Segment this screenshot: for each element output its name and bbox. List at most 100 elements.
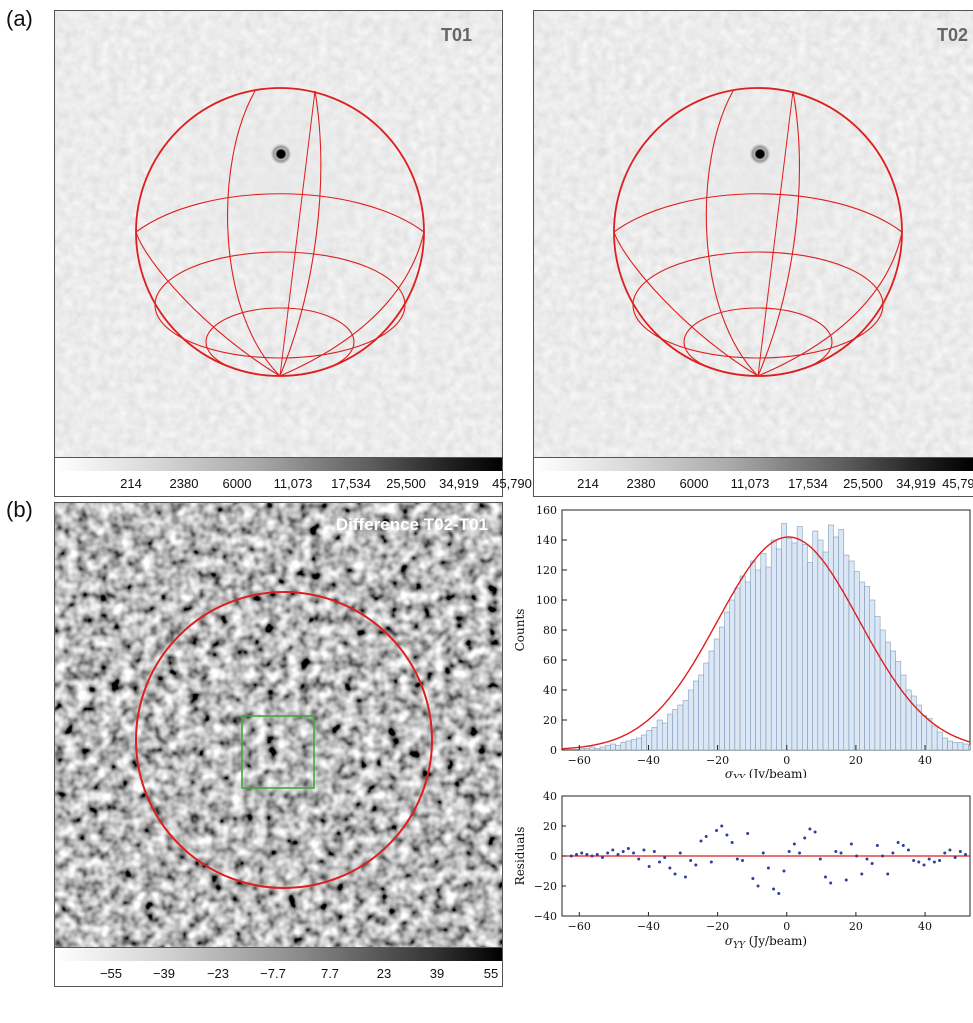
colorbar-t01-ticks: 214 2380 6000 11,073 17,534 25,500 34,91… (55, 473, 532, 495)
histogram-bar (765, 566, 772, 751)
residual-point (798, 851, 802, 855)
residual-point (756, 884, 760, 888)
residuals-y-tick-label: 40 (543, 790, 557, 803)
residual-point (834, 850, 838, 853)
histogram-bar (890, 650, 896, 751)
colorbar-t02-ticks: 214 2380 6000 11,073 17,534 25,500 34,91… (534, 473, 973, 495)
histogram-bar (931, 725, 938, 751)
residual-point (699, 839, 703, 843)
map-difference-image (55, 503, 502, 948)
histogram-y-tick-label: 20 (543, 714, 557, 727)
residual-point (881, 854, 885, 858)
map-t02-title: T02 (936, 25, 968, 45)
histogram-y-tick-label: 160 (536, 504, 557, 517)
residual-point (751, 877, 755, 880)
histogram-bar (734, 587, 741, 751)
histogram-bar (729, 599, 736, 751)
histogram-bar (838, 529, 845, 751)
histogram-bar (693, 680, 699, 751)
histogram-y-tick-label: 120 (536, 564, 557, 577)
histogram-bar (770, 539, 777, 751)
residual-point (595, 853, 599, 856)
residual-point (932, 860, 936, 864)
colorbar-t02-gradient (534, 458, 973, 471)
histogram-bar (802, 544, 808, 751)
t01-tick-axis (279, 90, 316, 377)
residual-point (585, 853, 589, 856)
colorbar-tick: 11,073 (273, 476, 313, 491)
difference-green-box (241, 715, 315, 789)
residuals-x-axis-label: σYY (Jy/beam) (725, 934, 807, 951)
residual-point (673, 872, 677, 876)
residual-point (746, 832, 750, 835)
histogram-bar (952, 742, 959, 751)
residual-point (849, 842, 853, 846)
residual-point (621, 850, 625, 853)
histogram-bar (719, 626, 725, 751)
residual-point (818, 857, 822, 861)
residual-point (611, 848, 615, 852)
residual-point (808, 827, 812, 831)
residual-point (886, 872, 890, 876)
map-difference-title: Difference T02-T01 (335, 515, 488, 534)
histogram-bar (900, 674, 907, 751)
histogram-y-tick-label: 100 (536, 594, 557, 607)
residuals-y-tick-label: 0 (550, 850, 557, 863)
colorbar-tick: 23 (376, 966, 392, 981)
histogram-y-tick-label: 80 (543, 624, 557, 637)
difference-red-circle (135, 591, 433, 889)
colorbar-t01-gradient (55, 458, 502, 471)
histogram-bar (781, 523, 787, 751)
histogram-bar (796, 526, 803, 751)
residual-point (901, 844, 905, 847)
residual-point (875, 844, 879, 847)
histogram-bar (853, 571, 860, 751)
residual-point (626, 847, 630, 850)
residual-point (678, 851, 682, 855)
histogram-bar (848, 560, 855, 751)
histogram-bar (895, 661, 902, 751)
colorbar-tick: −39 (152, 966, 176, 981)
residual-point (792, 842, 796, 846)
panel-label-b: (b) (6, 497, 33, 522)
histogram-bar (786, 538, 793, 751)
histogram-y-tick-label: 0 (550, 744, 557, 757)
panel-label-a: (a) (6, 6, 33, 31)
colorbar-tick: 34,919 (439, 476, 479, 491)
histogram-bar (604, 745, 611, 751)
residual-point (896, 841, 900, 844)
map-t01: T01 (54, 10, 503, 459)
residual-point (642, 848, 646, 852)
colorbar-tick: 11,073 (730, 476, 770, 491)
residual-point (891, 851, 895, 855)
histogram-bar (594, 748, 601, 751)
residual-point (663, 856, 667, 859)
histogram-bar (755, 569, 762, 751)
colorbar-tick: 25,500 (843, 476, 883, 491)
t02-tick-axis (757, 90, 794, 377)
histogram-y-tick-label: 40 (543, 684, 557, 697)
colorbar-tick: −7.7 (260, 966, 286, 981)
residual-point (647, 865, 651, 868)
histogram-bar (885, 641, 891, 751)
colorbar-tick: 17,534 (788, 476, 828, 491)
histogram-bar (646, 730, 653, 751)
residuals-x-tick-label: 40 (918, 920, 932, 933)
map-t02-image (534, 11, 973, 458)
residual-point (658, 860, 662, 864)
residual-point (813, 830, 817, 834)
colorbar-difference: −55 −39 −23 −7.7 7.7 23 39 55 (54, 947, 503, 987)
residual-point (912, 859, 916, 862)
colorbar-tick: 39 (429, 966, 445, 981)
residuals-x-tick-label: −60 (568, 920, 591, 933)
histogram-bar (703, 662, 710, 751)
map-t02: T02 (533, 10, 973, 459)
residual-point (600, 856, 604, 859)
residuals-chart: −60 −40 −20 0 20 40 −40 −20 0 20 40 σYY (Jy/beam) Re… (513, 790, 971, 951)
residuals-y-tick-label: −40 (534, 910, 557, 923)
histogram-bar (879, 629, 886, 751)
colorbar-tick: 7.7 (320, 966, 340, 981)
histogram-y-tick-label: 140 (536, 534, 557, 547)
histogram-gaussian-fit (561, 536, 971, 750)
histogram-x-tick-label: 0 (783, 754, 790, 767)
